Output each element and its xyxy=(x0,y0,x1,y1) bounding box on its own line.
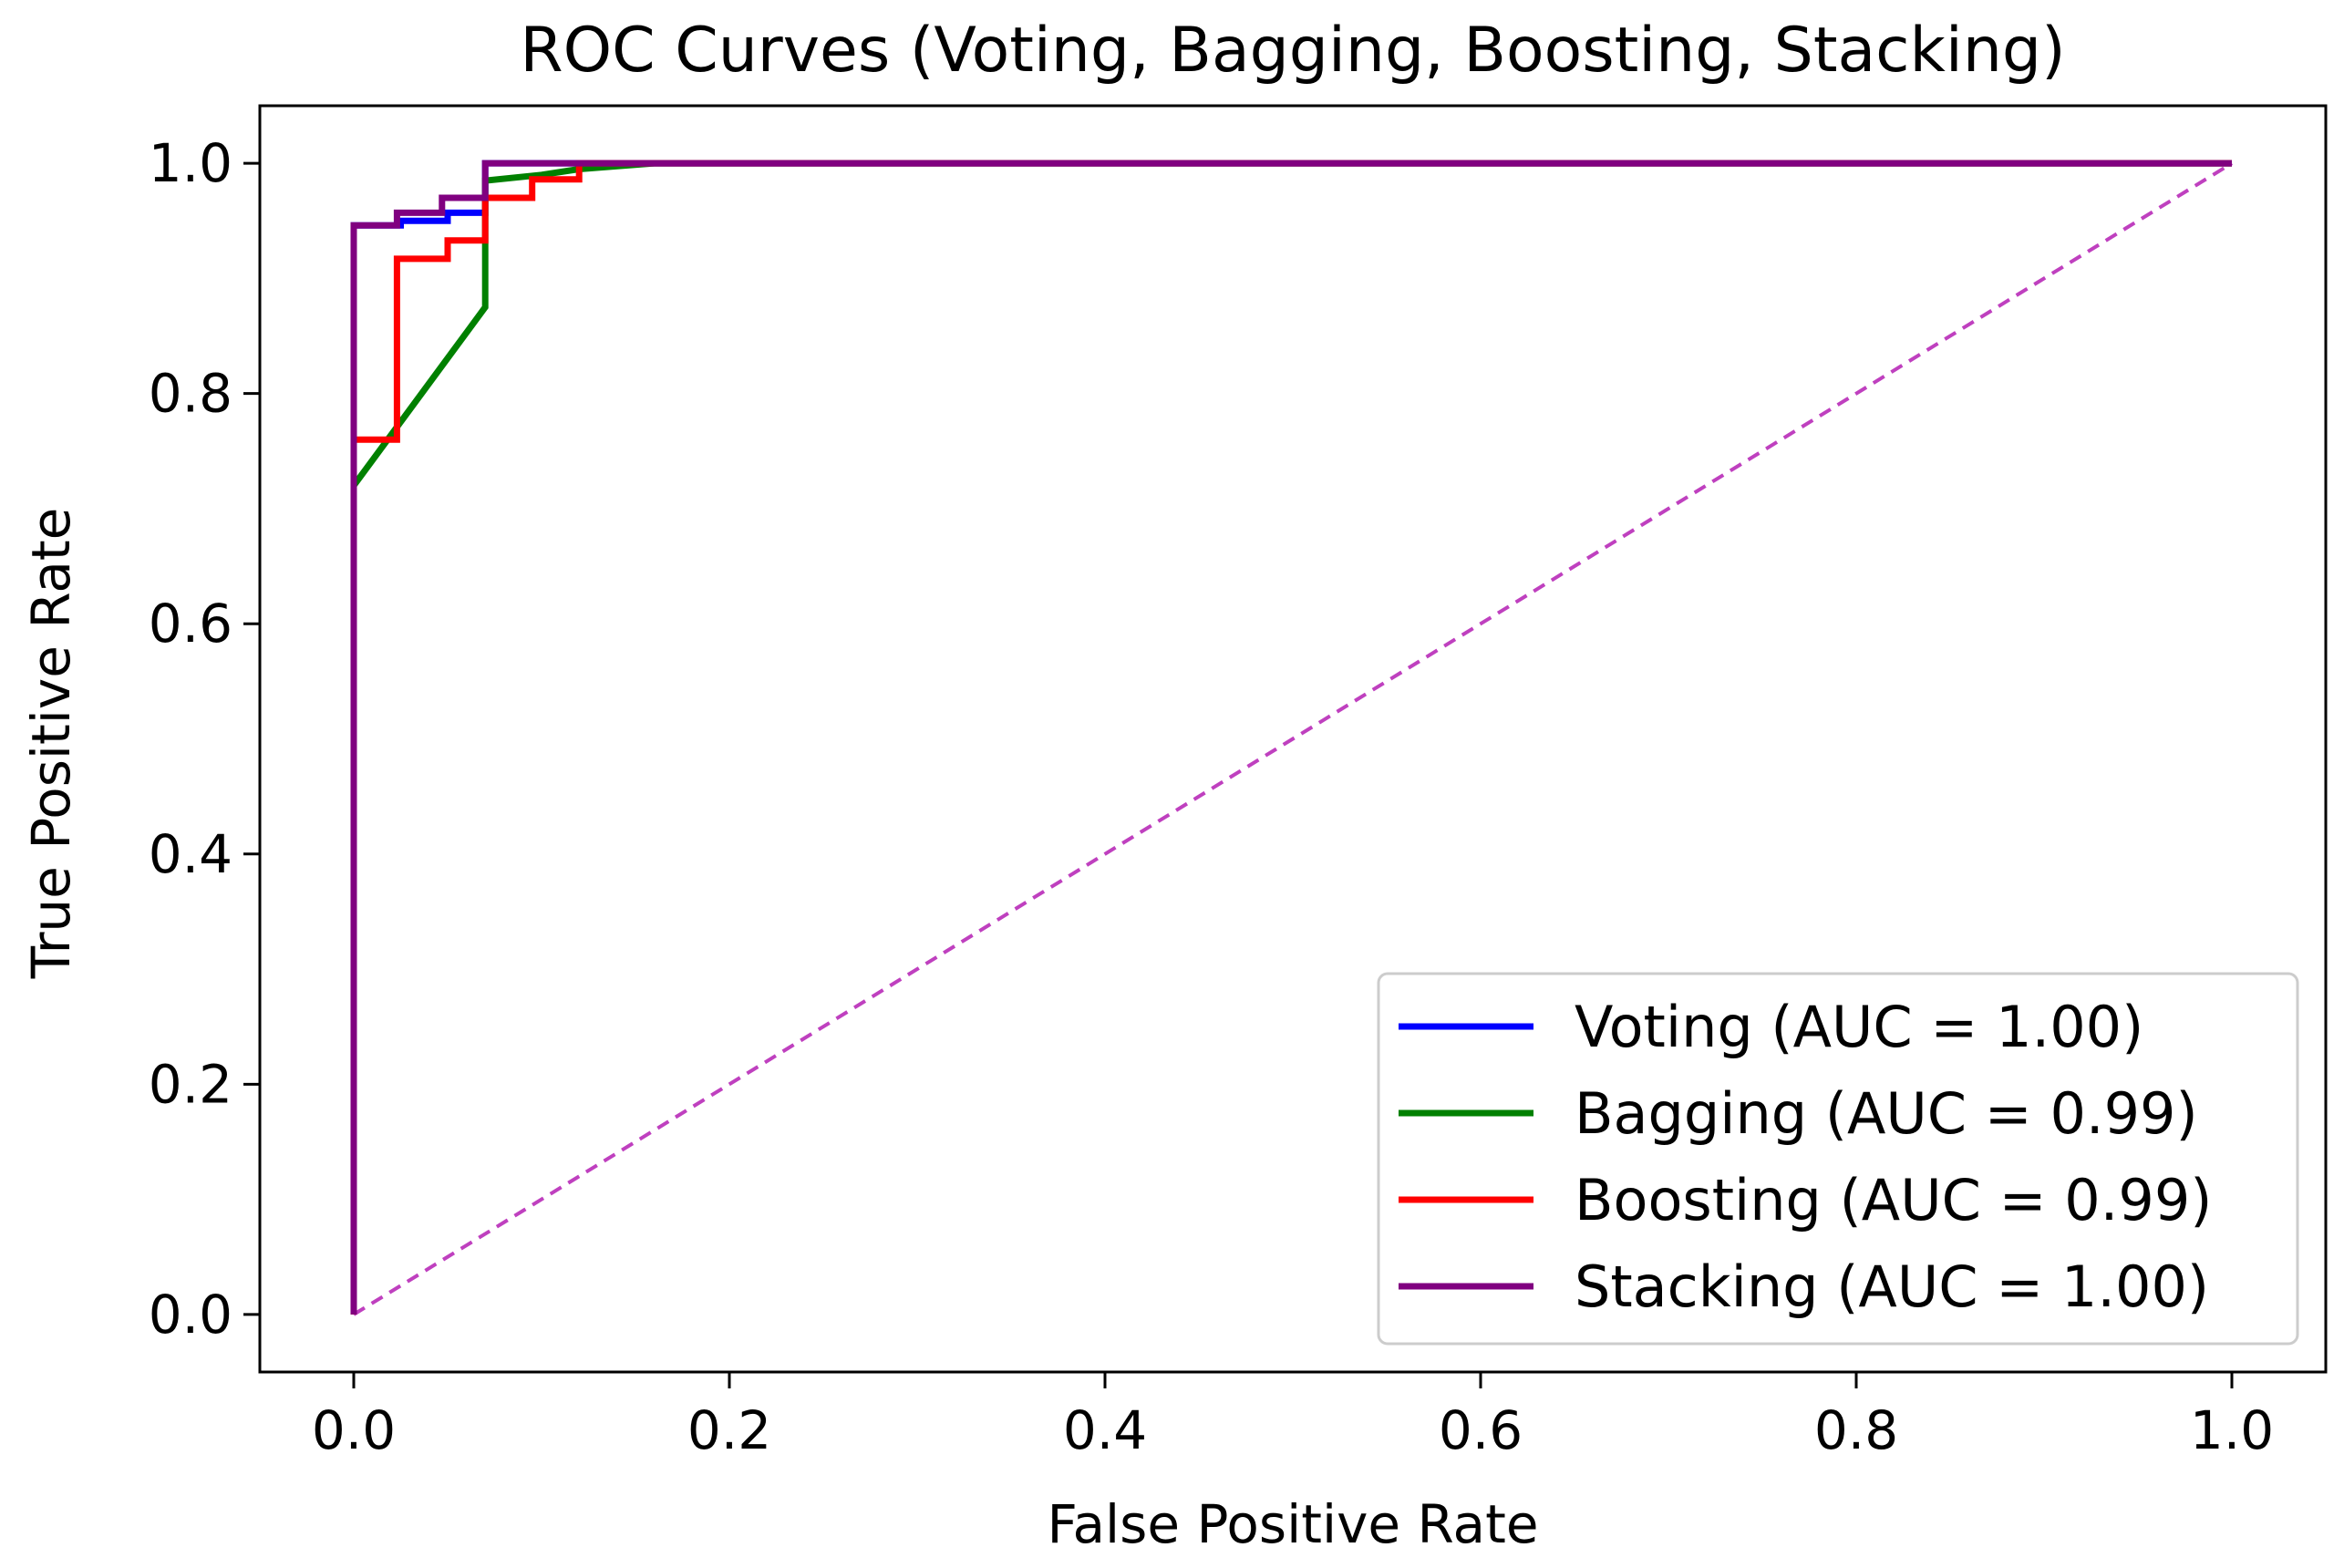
legend-label-stacking: Stacking (AUC = 1.00) xyxy=(1575,1253,2209,1320)
x-tick-label: 0.0 xyxy=(312,1399,396,1461)
plot-area: 0.0 0.2 0.4 0.6 0.8 1.0 0.0 0.2 0.4 0.6 0.8 1.0 xyxy=(149,104,2328,1461)
x-axis-label: False Positive Rate xyxy=(1047,1493,1538,1555)
series-line-stacking xyxy=(350,160,2232,1315)
x-tick-label: 0.4 xyxy=(1063,1399,1147,1461)
y-tick-label: 0.4 xyxy=(149,823,232,885)
y-tick-label: 0.0 xyxy=(149,1284,232,1346)
legend-box xyxy=(1377,972,2299,1346)
plot-frame xyxy=(258,104,2328,1374)
legend-label-voting: Voting (AUC = 1.00) xyxy=(1575,994,2143,1060)
y-tick-label: 0.2 xyxy=(149,1053,232,1115)
y-axis-label: True Positive Rate xyxy=(20,508,82,980)
series-line-boosting xyxy=(350,160,2232,1315)
x-tick-label: 0.8 xyxy=(1814,1399,1898,1461)
x-tick-label: 1.0 xyxy=(2190,1399,2274,1461)
x-tick-label: 0.6 xyxy=(1439,1399,1523,1461)
chart-title: ROC Curves (Voting, Bagging, Boosting, S… xyxy=(520,15,2065,87)
y-tick-label: 0.6 xyxy=(149,593,232,655)
chance-reference-line xyxy=(352,161,2234,1316)
y-tick-label: 0.8 xyxy=(149,363,232,425)
legend-label-boosting: Boosting (AUC = 0.99) xyxy=(1575,1167,2212,1233)
legend-label-bagging: Bagging (AUC = 0.99) xyxy=(1575,1080,2198,1147)
y-tick-label: 1.0 xyxy=(149,132,232,194)
legend: Voting (AUC = 1.00) Bagging (AUC = 0.99) B… xyxy=(1377,972,2299,1346)
x-tick-label: 0.2 xyxy=(687,1399,771,1461)
